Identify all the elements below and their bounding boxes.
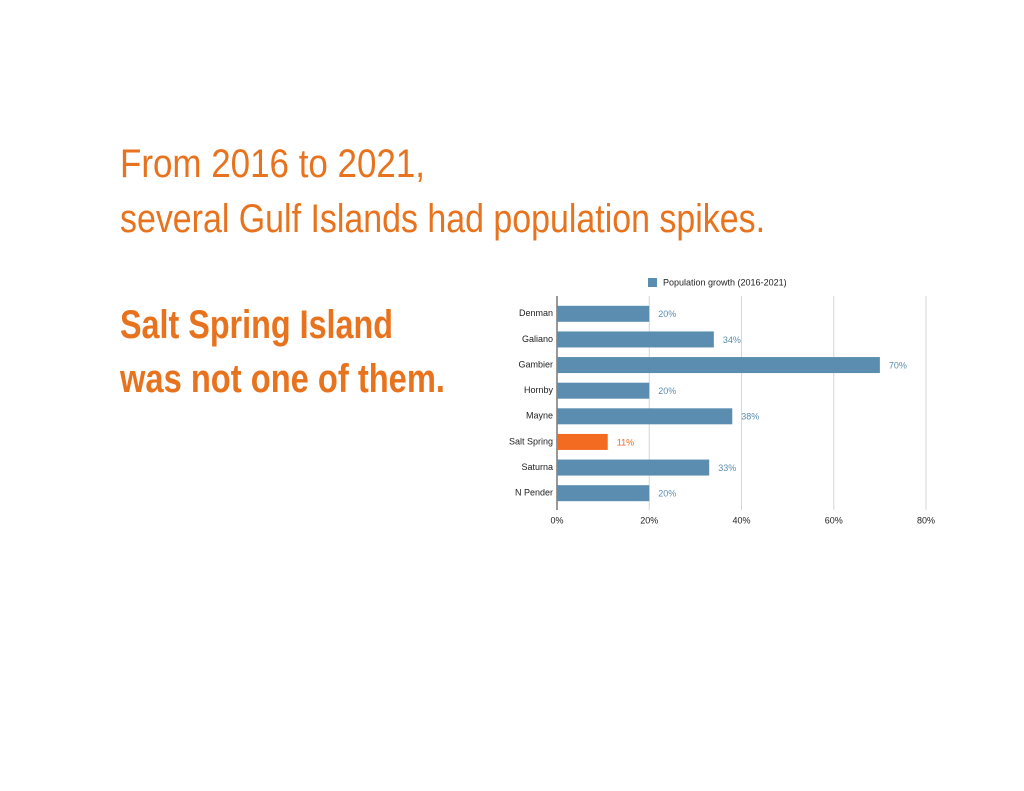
x-tick-label: 20% [640,515,658,525]
y-tick-label: Salt Spring [509,436,553,446]
bar [557,331,714,348]
value-label: 11% [617,437,634,447]
bar [557,433,608,450]
x-tick-label: 60% [825,515,843,525]
y-tick-label: Denman [519,308,553,318]
bar [557,382,650,399]
bar [557,357,880,374]
y-tick-label: Mayne [526,411,553,421]
bar [557,408,733,425]
bar [557,305,650,322]
y-tick-label: Hornby [524,385,554,395]
x-tick-label: 40% [732,515,750,525]
subheadline: was not one of them. [119,357,445,401]
y-tick-label: Saturna [521,462,553,472]
value-label: 20% [658,386,676,396]
value-label: 20% [658,489,676,499]
headline: From 2016 to 2021, [120,142,425,186]
bar [557,485,650,502]
x-tick-label: 0% [550,515,563,525]
legend-swatch [648,278,657,287]
y-tick-label: Galiano [522,334,553,344]
value-label: 70% [889,360,907,370]
value-label: 20% [658,309,676,319]
bar [557,459,710,476]
value-label: 34% [723,335,741,345]
value-label: 33% [718,463,736,473]
headline: several Gulf Islands had population spik… [120,197,765,241]
legend-label: Population growth (2016-2021) [663,277,787,287]
subheadline: Salt Spring Island [120,303,393,347]
y-tick-label: N Pender [515,488,553,498]
x-tick-label: 80% [917,515,935,525]
chart: 0% 20% 40% 60% 80% Population growth (2016-20… [509,277,935,525]
value-label: 38% [741,412,759,422]
y-tick-label: Gambier [518,359,553,369]
